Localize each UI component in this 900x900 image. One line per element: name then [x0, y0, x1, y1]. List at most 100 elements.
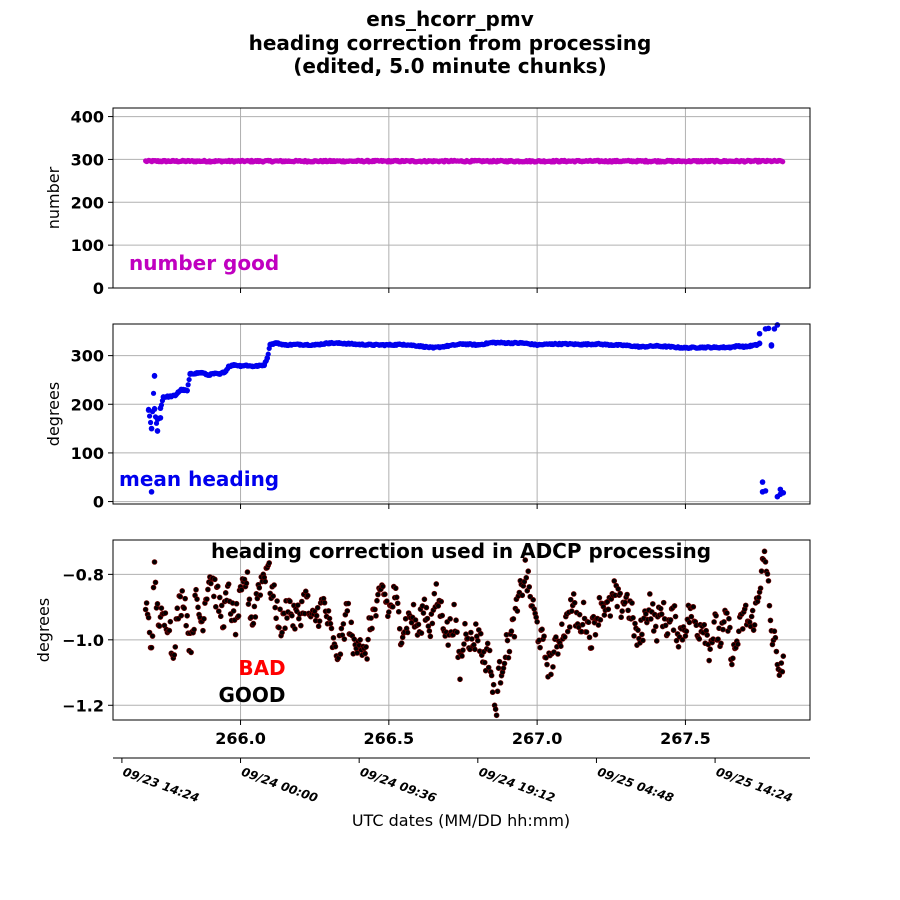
- heading-correction-point: [150, 584, 157, 591]
- heading-correction-point: [475, 637, 481, 644]
- heading-correction-point: [596, 594, 603, 601]
- mean-heading-point: [534, 342, 540, 348]
- mean-heading-point: [282, 342, 288, 348]
- y-tick-label: −0.8: [62, 565, 104, 584]
- heading-correction-point: [245, 601, 252, 607]
- heading-correction-point: [727, 624, 733, 631]
- heading-correction-point: [183, 622, 189, 629]
- heading-correction-point: [257, 592, 264, 598]
- heading-correction-point: [657, 605, 664, 612]
- heading-correction-point: [750, 627, 757, 633]
- heading-correction-point: [179, 588, 186, 594]
- heading-correction-point: [321, 599, 328, 606]
- heading-correction-point: [749, 607, 756, 614]
- mean-heading-point: [184, 387, 190, 394]
- heading-correction-point: [208, 580, 214, 587]
- heading-correction-point: [272, 604, 278, 611]
- mean-heading-point: [747, 343, 754, 349]
- heading-correction-point: [299, 598, 305, 605]
- heading-correction-point: [511, 633, 518, 640]
- heading-correction-point: [652, 623, 659, 630]
- heading-correction-point: [597, 617, 604, 623]
- heading-correction-point: [688, 613, 695, 620]
- x-tick-label: 266.0: [215, 729, 266, 748]
- number-panel-ticks: 0 100 200 300 400: [71, 108, 686, 298]
- heading-correction-point: [675, 643, 682, 650]
- heading-correction-point: [146, 629, 153, 636]
- heading-panel-grid: [113, 324, 810, 504]
- heading-correction-point: [773, 648, 780, 655]
- heading-correction-point: [632, 620, 638, 627]
- mean-heading-point: [623, 342, 629, 349]
- heading-correction-point: [643, 611, 649, 617]
- mean-heading-point: [445, 343, 451, 349]
- heading-correction-point: [393, 594, 400, 601]
- heading-correction-point: [767, 617, 774, 624]
- heading-correction-point: [410, 601, 417, 608]
- heading-correction-point: [277, 606, 283, 613]
- heading-correction-point: [653, 638, 660, 644]
- heading-correction-point: [380, 583, 386, 590]
- heading-correction-point: [262, 578, 269, 585]
- heading-correction-point: [586, 634, 593, 641]
- heading-correction-point: [484, 640, 491, 647]
- mean-heading-point: [741, 344, 748, 350]
- heading-correction-point: [451, 601, 457, 608]
- heading-correction-point: [389, 603, 396, 610]
- heading-correction-point: [780, 653, 787, 659]
- heading-correction-points: [142, 548, 787, 719]
- heading-correction-point: [222, 590, 229, 596]
- heading-correction-point: [216, 594, 223, 601]
- heading-correction-point: [433, 581, 440, 587]
- heading-correction-point: [679, 637, 686, 643]
- mean-heading-point: [187, 371, 193, 377]
- heading-correction-point: [340, 621, 347, 627]
- mean-heading-point: [736, 343, 742, 349]
- heading-correction-point: [588, 645, 595, 651]
- mean-heading-point: [255, 363, 262, 369]
- mean-heading-point: [157, 415, 164, 421]
- heading-correction-point: [510, 616, 517, 622]
- mean-heading-points: [145, 322, 787, 500]
- mean-heading-point: [774, 322, 781, 328]
- x-tick-label: 267.0: [512, 729, 563, 748]
- heading-correction-point: [354, 650, 360, 656]
- heading-correction-point: [375, 591, 381, 598]
- heading-correction-point: [585, 619, 592, 626]
- heading-correction-point: [295, 602, 301, 608]
- heading-correction-point: [662, 622, 669, 629]
- y-tick-label: 0: [93, 493, 104, 512]
- y-tick-label: 300: [71, 150, 104, 169]
- figure-title-line-2: heading correction from processing: [249, 31, 652, 55]
- mean-heading-point: [682, 345, 689, 351]
- heading-correction-point: [289, 612, 295, 619]
- mean-heading-point: [267, 341, 273, 348]
- heading-correction-point: [583, 629, 590, 635]
- mean-heading-point: [231, 362, 238, 368]
- heading-panel-ylabel: degrees: [44, 382, 63, 446]
- heading-correction-point: [404, 629, 411, 636]
- heading-correction-point: [271, 582, 277, 588]
- heading-correction-point: [200, 627, 206, 634]
- mean-heading-point: [400, 341, 407, 348]
- heading-correction-point: [330, 635, 337, 641]
- heading-correction-point: [395, 608, 402, 615]
- mean-heading-point: [148, 489, 155, 495]
- mean-heading-point: [166, 393, 173, 400]
- heading-correction-point: [736, 628, 742, 635]
- heading-correction-point: [765, 578, 772, 584]
- heading-correction-point: [225, 581, 232, 587]
- y-tick-label: −1.2: [62, 696, 104, 715]
- heading-correction-point: [177, 593, 184, 600]
- mean-heading-point: [154, 428, 161, 434]
- heading-correction-point: [481, 659, 488, 666]
- heading-correction-point: [204, 596, 210, 602]
- correction-panel-frame: [112, 539, 811, 721]
- heading-correction-point: [394, 600, 401, 607]
- mean-heading-point: [667, 344, 674, 350]
- mean-heading-point: [157, 405, 164, 411]
- heading-correction-point: [473, 621, 479, 627]
- heading-correction-point: [408, 619, 415, 626]
- heading-correction-point: [218, 602, 225, 609]
